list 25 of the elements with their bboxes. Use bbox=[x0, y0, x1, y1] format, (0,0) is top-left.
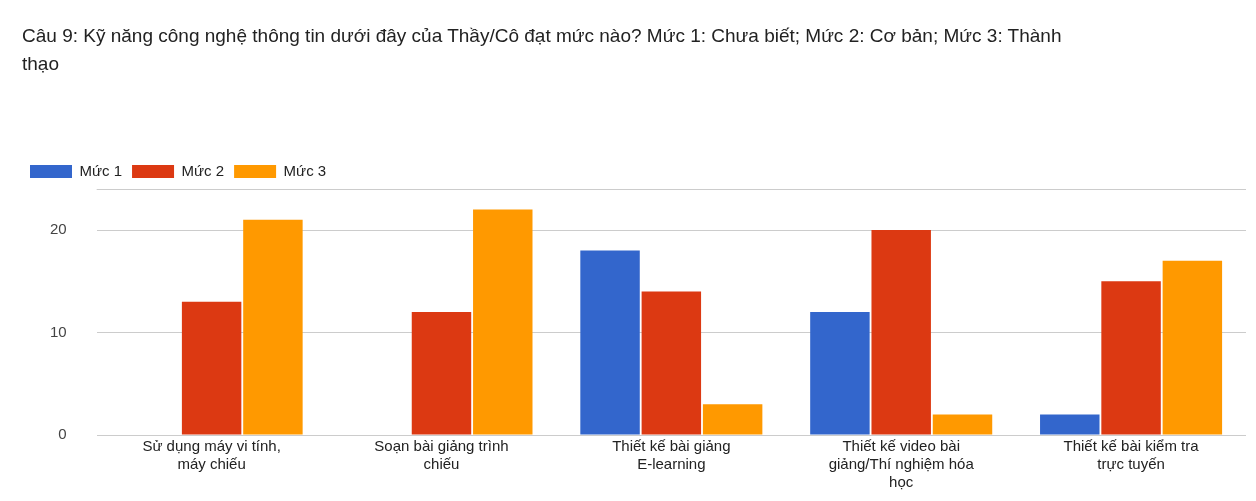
bar bbox=[932, 414, 993, 435]
bar bbox=[702, 404, 763, 435]
legend-label: Mức 2 bbox=[181, 161, 225, 179]
x-tick-label: Soạn bài giảng trình chiếu bbox=[374, 437, 509, 473]
x-tick-label: Thiết kế bài kiểm tra trực tuyến bbox=[1063, 437, 1200, 473]
x-tick-label: Thiết kế bài giảng E-learning bbox=[612, 437, 731, 473]
bar bbox=[1040, 414, 1100, 435]
y-tick-label: 0 bbox=[58, 425, 67, 443]
bar bbox=[871, 230, 931, 435]
y-tick-label: 20 bbox=[50, 220, 67, 238]
x-tick-label: Sử dụng máy vi tính, máy chiếu bbox=[142, 437, 281, 473]
bar bbox=[181, 301, 242, 435]
bar bbox=[243, 219, 303, 435]
bar bbox=[1101, 281, 1161, 435]
bar bbox=[473, 209, 533, 435]
bar bbox=[411, 312, 472, 435]
bar bbox=[580, 250, 640, 435]
legend-label: Mức 1 bbox=[79, 161, 123, 179]
x-tick-label: Thiết kế video bài giảng/Thí nghiệm hóa học bbox=[828, 437, 975, 491]
bar bbox=[810, 312, 870, 435]
bar bbox=[1162, 260, 1223, 435]
chart-title: Câu 9: Kỹ năng công nghệ thông tin dưới đây của Thầy/Cô đạt mức nào? Mức 1: Chưa biết; Mức 2: Cơ bản; Mức 3: Thành thạo bbox=[22, 24, 1063, 76]
legend-label: Mức 3 bbox=[283, 161, 327, 179]
y-tick-label: 10 bbox=[50, 322, 67, 340]
bar bbox=[641, 291, 702, 435]
